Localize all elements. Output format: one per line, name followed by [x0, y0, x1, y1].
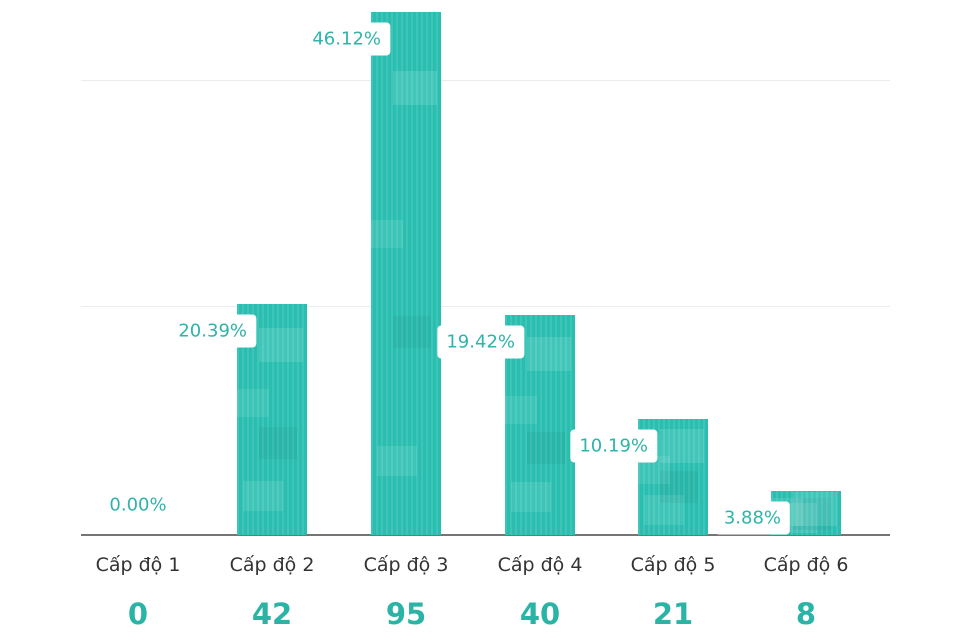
category-label: Cấp độ 6	[763, 554, 849, 576]
count-label: 40	[519, 597, 561, 631]
count-label: 21	[652, 597, 694, 631]
count-label: 42	[251, 597, 293, 631]
percent-label: 20.39%	[169, 314, 256, 348]
percent-label: 19.42%	[437, 325, 524, 359]
gridline-20pct	[81, 306, 890, 307]
x-axis-line	[81, 534, 890, 536]
gridline-40pct	[81, 80, 890, 81]
category-label: Cấp độ 1	[95, 554, 181, 576]
count-label: 0	[127, 597, 149, 631]
percent-label: 46.12%	[303, 22, 390, 56]
bar-cap-do-2[interactable]	[237, 304, 307, 535]
category-label: Cấp độ 3	[363, 554, 449, 576]
category-label: Cấp độ 5	[630, 554, 716, 576]
count-label: 8	[795, 597, 817, 631]
percent-label: 10.19%	[570, 429, 657, 463]
category-label: Cấp độ 2	[229, 554, 315, 576]
percent-label: 0.00%	[100, 488, 176, 522]
count-label: 95	[385, 597, 427, 631]
percent-label: 3.88%	[714, 501, 790, 535]
bar-cap-do-3[interactable]	[371, 12, 441, 535]
category-label: Cấp độ 4	[497, 554, 583, 576]
